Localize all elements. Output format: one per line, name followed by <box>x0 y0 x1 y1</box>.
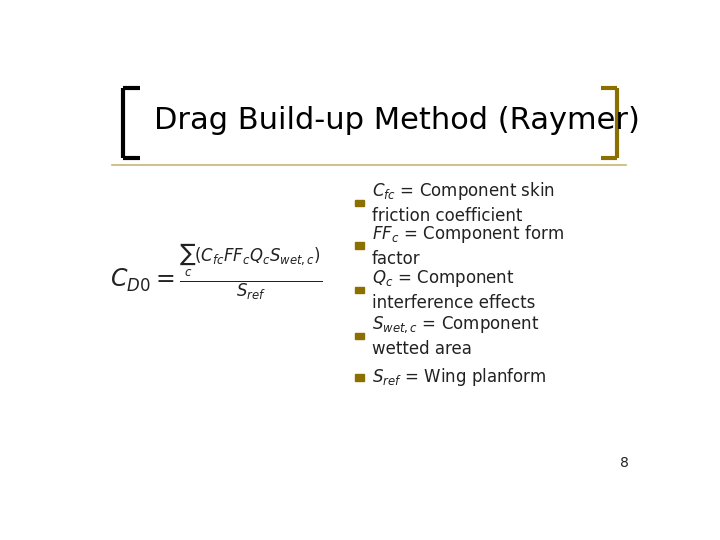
Text: $Q_c$ = Component
interference effects: $Q_c$ = Component interference effects <box>372 268 535 312</box>
Text: Drag Build-up Method (Raymer): Drag Build-up Method (Raymer) <box>154 106 640 136</box>
Text: $FF_c$ = Component form
factor: $FF_c$ = Component form factor <box>372 223 564 268</box>
Text: $C_{D0} = \frac{\sum_c \left( C_{fc} FF_c Q_c S_{wet,c} \right)}{S_{ref}}$: $C_{D0} = \frac{\sum_c \left( C_{fc} FF_… <box>109 243 322 302</box>
Bar <box>355 374 364 381</box>
Bar <box>355 287 364 294</box>
Text: $S_{ref}$ = Wing planform: $S_{ref}$ = Wing planform <box>372 367 546 388</box>
Text: 8: 8 <box>620 456 629 470</box>
Bar <box>355 333 364 339</box>
Text: $C_{fc}$ = Component skin
friction coefficient: $C_{fc}$ = Component skin friction coeff… <box>372 180 554 225</box>
Bar <box>355 199 364 206</box>
Text: $S_{wet,c}$ = Component
wetted area: $S_{wet,c}$ = Component wetted area <box>372 314 539 357</box>
Bar <box>355 242 364 249</box>
